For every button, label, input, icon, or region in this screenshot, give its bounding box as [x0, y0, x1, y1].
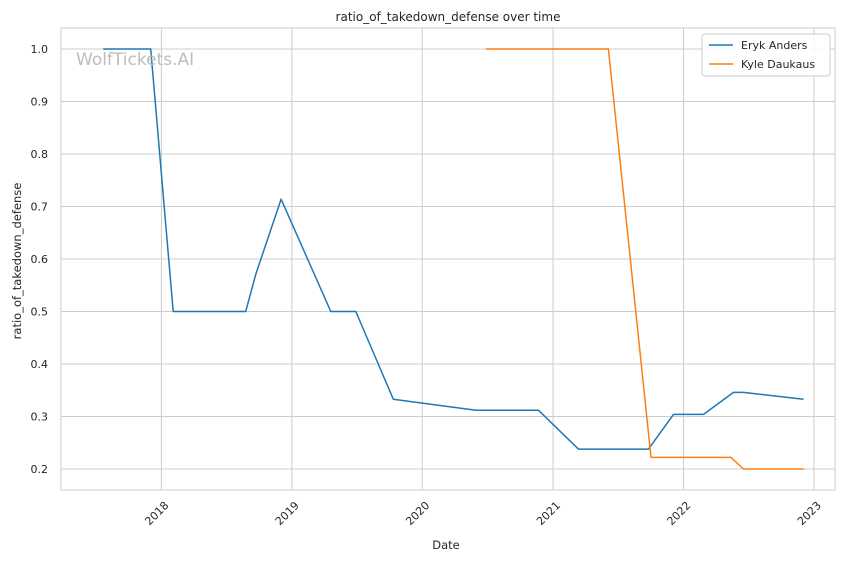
series-layer — [103, 48, 804, 470]
x-tick-label: 2020 — [403, 499, 432, 528]
x-axis-ticks: 2018 2019 2020 2021 2022 2023 — [142, 499, 823, 528]
y-axis-label: ratio_of_takedown_defense — [10, 183, 24, 340]
x-tick-label: 2019 — [273, 499, 302, 528]
y-tick-label: 0.3 — [31, 411, 49, 424]
legend-entry-label: Kyle Daukaus — [741, 58, 815, 71]
legend: Eryk Anders Kyle Daukaus — [701, 33, 831, 77]
x-tick-label: 2021 — [534, 499, 563, 528]
legend-box — [701, 33, 831, 77]
y-tick-label: 0.8 — [31, 148, 49, 161]
plot-frame — [60, 27, 836, 491]
x-tick-label: 2018 — [142, 499, 171, 528]
x-tick-label: 2022 — [665, 499, 694, 528]
grid — [61, 28, 835, 490]
watermark-text: WolfTickets.AI — [76, 50, 194, 70]
x-axis-label: Date — [432, 538, 460, 552]
series-line — [485, 48, 804, 470]
y-tick-label: 0.9 — [31, 96, 49, 109]
y-tick-label: 0.5 — [31, 306, 49, 319]
y-tick-label: 0.7 — [31, 201, 49, 214]
y-tick-label: 0.4 — [31, 358, 49, 371]
x-tick-label: 2023 — [795, 499, 824, 528]
y-tick-label: 0.6 — [31, 253, 49, 266]
legend-entry-label: Eryk Anders — [741, 39, 808, 52]
y-tick-label: 0.2 — [31, 463, 49, 476]
y-tick-label: 1.0 — [31, 43, 49, 56]
y-axis-ticks: 0.2 0.3 0.4 0.5 0.6 0.7 0.8 0.9 1.0 — [31, 43, 49, 476]
series-line — [103, 48, 804, 450]
chart-title: ratio_of_takedown_defense over time — [336, 10, 561, 24]
